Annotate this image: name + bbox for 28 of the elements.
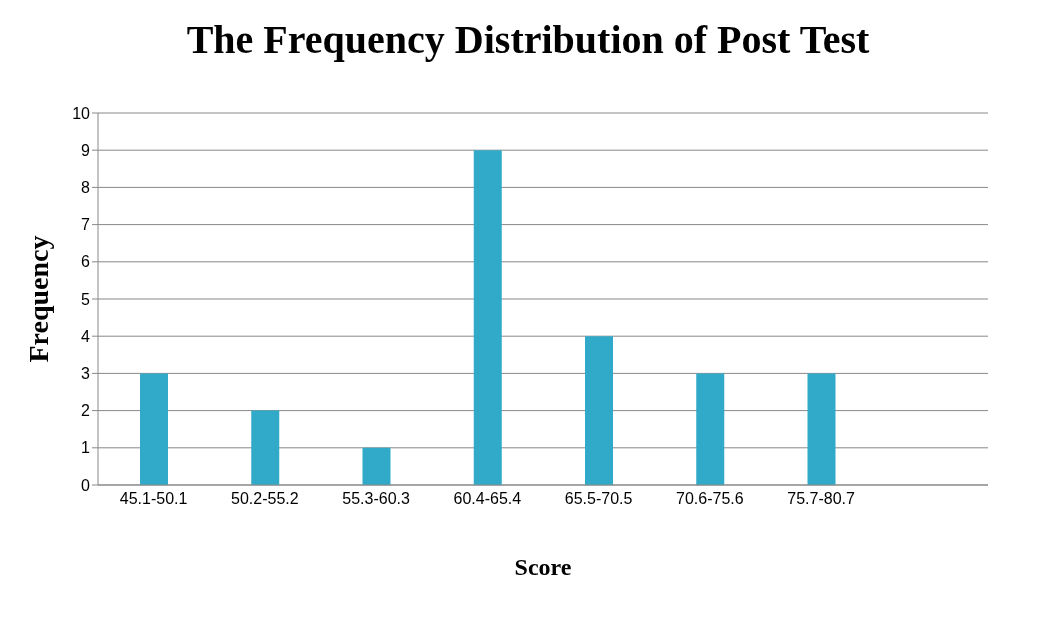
y-tick-label: 10: [72, 104, 91, 122]
y-tick-label: 3: [81, 365, 91, 383]
x-tick-label: 55.3-60.3: [342, 490, 411, 508]
y-tick-label: 0: [81, 476, 91, 494]
x-tick-label: 65.5-70.5: [564, 490, 633, 508]
y-tick-label: 5: [81, 290, 91, 308]
y-axis-title: Frequency: [22, 235, 54, 363]
x-tick-label: 50.2-55.2: [231, 490, 299, 508]
y-tick-label: 4: [81, 327, 91, 345]
x-tick-label: 60.4-65.4: [453, 490, 522, 508]
bar: [473, 150, 502, 485]
bar: [362, 447, 391, 485]
bar: [585, 336, 613, 485]
y-tick-label: 2: [81, 402, 91, 420]
x-tick-label: 70.6-75.6: [676, 490, 744, 508]
bar: [807, 373, 836, 485]
chart-title: The Frequency Distribution of Post Test: [185, 16, 871, 63]
x-tick-label: 75.7-80.7: [787, 490, 856, 508]
y-tick-label: 7: [81, 216, 91, 234]
x-tick-label: 45.1-50.1: [119, 490, 188, 508]
bar: [696, 373, 725, 485]
y-tick-label: 8: [81, 179, 91, 197]
x-axis-title: Score: [514, 554, 572, 580]
y-tick-label: 6: [81, 253, 91, 271]
y-tick-label: 1: [81, 439, 91, 457]
bar: [140, 373, 168, 485]
bar: [251, 410, 280, 485]
y-tick-label: 9: [81, 141, 91, 159]
